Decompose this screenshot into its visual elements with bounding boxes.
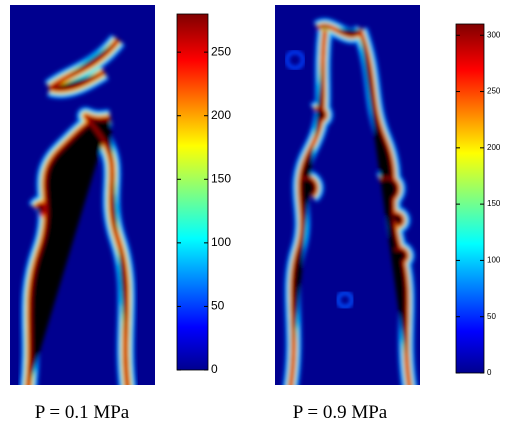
colorbar-tick-label: 0 <box>487 368 492 377</box>
heatmap-image <box>10 5 155 385</box>
colorbar-tick-label: 250 <box>211 44 231 58</box>
heatmap-image <box>275 5 420 385</box>
colorbar-tick-label: 50 <box>211 299 225 313</box>
colorbar-tick-label: 200 <box>487 143 501 152</box>
colorbar-tick-label: 150 <box>211 171 231 185</box>
colorbar-tick-label: 50 <box>487 312 496 321</box>
caption: P = 0.9 MPa <box>293 402 388 423</box>
colorbar-tick-label: 100 <box>211 235 231 249</box>
colorbar <box>455 23 485 374</box>
colorbar-tick-label: 250 <box>487 87 501 96</box>
colorbar-tick-label: 100 <box>487 256 501 265</box>
colorbar-tick-label: 0 <box>211 362 218 376</box>
colorbar-tick-label: 300 <box>487 30 501 39</box>
colorbar <box>176 13 209 371</box>
colorbar-tick-label: 150 <box>487 199 501 208</box>
colorbar-tick-label: 200 <box>211 108 231 122</box>
caption: P = 0.1 MPa <box>35 402 130 423</box>
